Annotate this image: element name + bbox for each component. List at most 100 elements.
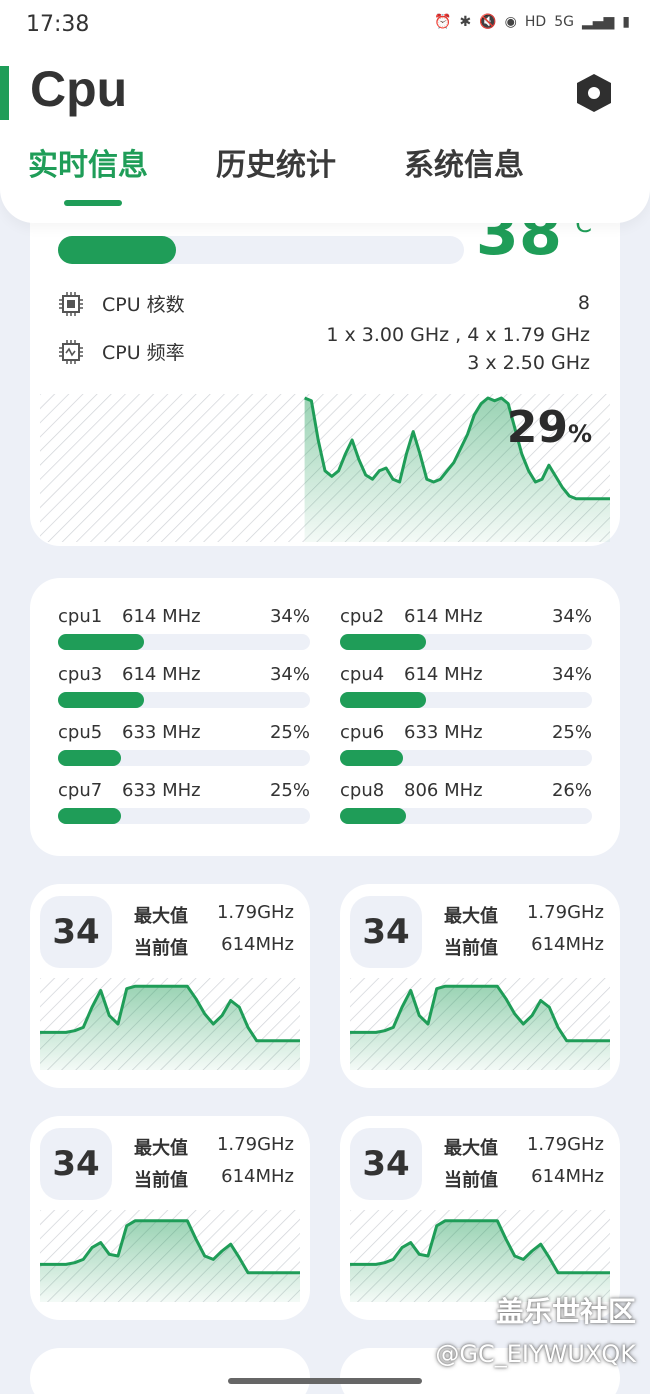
core-chart-card[interactable]: 34 最大值 1.79GHz 当前值 614MHz	[30, 884, 310, 1088]
max-value: 1.79GHz	[526, 902, 604, 923]
network-label: 5G	[554, 14, 574, 30]
max-label: 最大值	[444, 906, 498, 927]
core-pct: 34%	[551, 664, 592, 685]
core-card-peek	[30, 1348, 310, 1394]
core-item-cpu1: cpu1 614 MHz 34%	[58, 606, 310, 656]
cpu-usage-number: 29	[506, 402, 568, 453]
core-item-cpu4: cpu4 614 MHz 34%	[340, 664, 592, 714]
core-freq: 614 MHz	[404, 606, 483, 627]
tab-realtime[interactable]: 实时信息	[28, 148, 148, 183]
chart-line	[40, 1219, 300, 1275]
current-value: 614MHz	[221, 934, 294, 955]
cores-label: CPU 核数	[102, 294, 185, 316]
core-chart-card[interactable]: 34 最大值 1.79GHz 当前值 614MHz	[340, 1116, 620, 1320]
core-item-cpu3: cpu3 614 MHz 34%	[58, 664, 310, 714]
core-usage-bar-fill	[58, 808, 121, 824]
core-card-peek	[340, 1348, 620, 1394]
core-name: cpu8	[340, 780, 385, 801]
core-frequency-chart	[40, 1210, 300, 1302]
core-item-cpu7: cpu7 633 MHz 25%	[58, 780, 310, 830]
current-label: 当前值	[444, 1170, 498, 1191]
core-item-cpu5: cpu5 633 MHz 25%	[58, 722, 310, 772]
frequency-line-1: 1 x 3.00 GHz , 4 x 1.79 GHz	[326, 324, 590, 346]
core-pct: 34%	[269, 606, 310, 627]
max-label: 最大值	[444, 1138, 498, 1159]
app-header: Cpu 实时信息 历史统计 系统信息	[0, 58, 650, 223]
temperature-bar	[58, 236, 464, 264]
core-freq: 614 MHz	[122, 606, 201, 627]
core-freq: 806 MHz	[404, 780, 483, 801]
hotspot-icon: ◉	[504, 14, 517, 30]
hd-label: HD	[524, 14, 547, 30]
core-freq: 614 MHz	[404, 664, 483, 685]
core-freq: 614 MHz	[122, 664, 201, 685]
max-value: 1.79GHz	[216, 902, 294, 923]
status-bar: 17:38 ⏰ ✱ 🔇 ◉ HD 5G ▂▄▆ ▮	[0, 0, 650, 58]
core-usage-bar-fill	[340, 634, 426, 650]
settings-button[interactable]	[574, 72, 614, 114]
cores-value: 8	[577, 292, 590, 314]
core-usage-badge: 34	[350, 896, 422, 968]
temperature-bar-fill	[58, 236, 176, 264]
status-icons: ⏰ ✱ 🔇 ◉ HD 5G ▂▄▆ ▮	[434, 14, 630, 30]
core-name: cpu7	[58, 780, 103, 801]
core-usage-bar	[58, 808, 310, 824]
core-usage-bar	[58, 750, 310, 766]
core-name: cpu5	[58, 722, 103, 743]
core-chart-card[interactable]: 34 最大值 1.79GHz 当前值 614MHz	[30, 1116, 310, 1320]
battery-icon: ▮	[622, 14, 630, 30]
chart-line	[40, 984, 300, 1043]
tab-system-info[interactable]: 系统信息	[404, 148, 524, 183]
current-label: 当前值	[134, 1170, 188, 1191]
gear-icon	[577, 74, 611, 112]
core-pct: 25%	[269, 722, 310, 743]
core-name: cpu2	[340, 606, 385, 627]
home-indicator[interactable]	[228, 1378, 422, 1384]
core-usage-bar-fill	[58, 692, 144, 708]
core-usage-bar	[340, 808, 592, 824]
core-usage-bar-fill	[340, 692, 426, 708]
chart-area	[304, 398, 610, 542]
core-usage-bar	[58, 634, 310, 650]
current-value: 614MHz	[221, 1166, 294, 1187]
chart-line	[304, 396, 610, 501]
core-usage-bar	[58, 692, 310, 708]
core-frequency-chart	[350, 1210, 610, 1302]
core-usage-bar	[340, 634, 592, 650]
cores-row: CPU 核数	[58, 290, 185, 317]
core-item-cpu8: cpu8 806 MHz 26%	[340, 780, 592, 830]
core-freq: 633 MHz	[404, 722, 483, 743]
core-freq: 633 MHz	[122, 780, 201, 801]
core-freq: 633 MHz	[122, 722, 201, 743]
frequency-row: CPU 频率	[58, 338, 185, 365]
current-label: 当前值	[134, 938, 188, 959]
mute-icon: 🔇	[479, 14, 497, 30]
core-name: cpu6	[340, 722, 385, 743]
core-frequency-chart	[350, 978, 610, 1070]
core-pct: 25%	[269, 780, 310, 801]
core-pct: 34%	[269, 664, 310, 685]
frequency-chip-icon	[59, 339, 83, 364]
core-name: cpu4	[340, 664, 385, 685]
status-time: 17:38	[26, 12, 90, 37]
cpu-usage-value: 29%	[507, 402, 592, 453]
core-usage-bar-fill	[340, 750, 403, 766]
cpu-usage-unit: %	[567, 420, 592, 448]
tab-history[interactable]: 历史统计	[216, 148, 336, 183]
core-chart-card[interactable]: 34 最大值 1.79GHz 当前值 614MHz	[340, 884, 620, 1088]
cpu-usage-chart	[40, 394, 610, 542]
core-frequency-chart	[40, 978, 300, 1070]
core-usage-badge: 34	[350, 1128, 422, 1200]
core-usage-badge: 34	[40, 1128, 112, 1200]
cpu-summary-card: 38 °C CPU 核数 8 CPU 频率 1 x 3.00 GHz , 4 x…	[30, 180, 620, 546]
signal-icon: ▂▄▆	[581, 14, 615, 30]
core-pct: 34%	[551, 606, 592, 627]
core-item-cpu6: cpu6 633 MHz 25%	[340, 722, 592, 772]
current-value: 614MHz	[531, 934, 604, 955]
core-usage-bar-fill	[58, 634, 144, 650]
active-tab-indicator	[64, 200, 122, 206]
chart-area	[350, 1220, 610, 1302]
core-usage-bar	[340, 692, 592, 708]
current-label: 当前值	[444, 938, 498, 959]
watermark-title: 盖乐世社区	[495, 1295, 636, 1328]
